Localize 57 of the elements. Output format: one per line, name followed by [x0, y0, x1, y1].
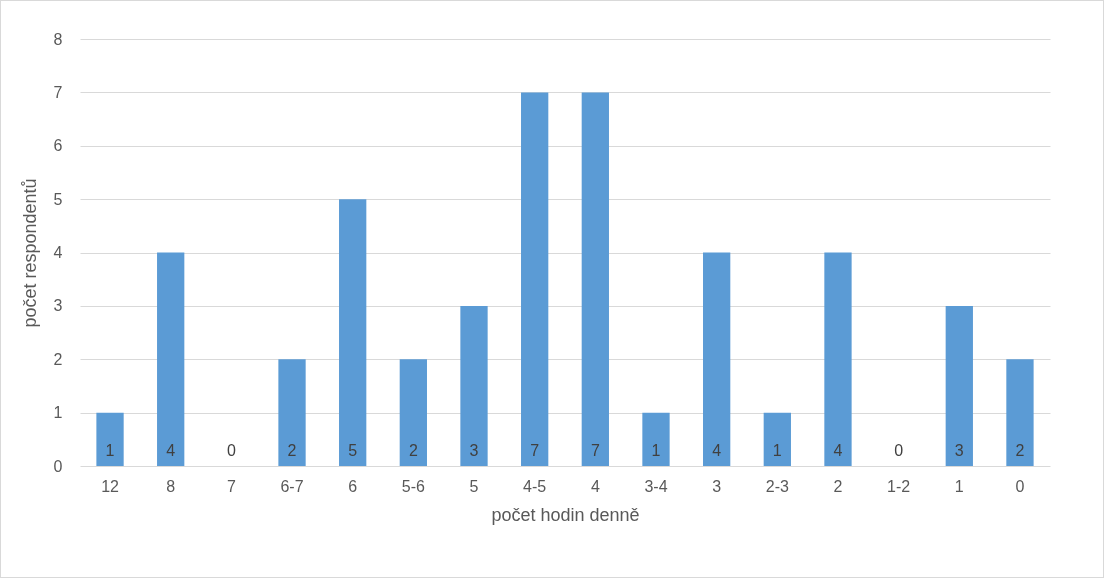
data-label: 5 [348, 442, 358, 459]
bar [703, 252, 731, 466]
bar [157, 252, 185, 466]
y-tick-label: 1 [53, 404, 63, 422]
x-tick-label: 3 [712, 477, 722, 495]
data-label: 1 [105, 442, 115, 459]
bar [824, 252, 852, 466]
data-label: 3 [954, 442, 964, 459]
x-tick-label: 2-3 [765, 477, 789, 495]
bar [339, 199, 367, 466]
data-label: 2 [408, 442, 418, 459]
x-tick-label: 3-4 [644, 477, 668, 495]
x-tick-label: 1 [954, 477, 964, 495]
x-tick-label: 7 [226, 477, 236, 495]
bar [278, 359, 306, 466]
bar [1006, 359, 1034, 466]
data-label: 2 [287, 442, 297, 459]
x-tick-label: 4 [590, 477, 600, 495]
x-tick-label: 8 [166, 477, 176, 495]
bar [642, 412, 670, 466]
data-label: 7 [590, 442, 600, 459]
x-tick-label: 5-6 [401, 477, 426, 495]
bar [96, 412, 124, 466]
data-label: 4 [833, 442, 843, 459]
y-tick-label: 7 [53, 83, 63, 101]
x-tick-label: 4-5 [523, 477, 547, 495]
y-axis-title: počet respondentů [19, 178, 40, 328]
y-tick-label: 5 [53, 190, 63, 208]
data-label: 4 [166, 442, 176, 459]
data-label: 2 [1015, 442, 1025, 459]
y-tick-label: 6 [53, 137, 63, 155]
x-tick-label: 1-2 [887, 477, 911, 495]
bar [581, 92, 609, 466]
bar [460, 305, 488, 466]
bar [763, 412, 791, 466]
data-label: 0 [894, 442, 904, 459]
x-tick-label: 0 [1015, 477, 1025, 495]
x-tick-label: 5 [469, 477, 479, 495]
data-label: 4 [712, 442, 722, 459]
x-tick-label: 2 [833, 477, 843, 495]
y-tick-label: 4 [53, 244, 63, 261]
bar [399, 359, 427, 466]
data-label: 7 [530, 442, 540, 459]
x-tick-label: 12 [101, 477, 120, 495]
x-axis-title: počet hodin denně [491, 504, 640, 525]
bar [945, 305, 973, 466]
y-tick-label: 2 [53, 350, 63, 368]
data-label: 3 [469, 442, 479, 459]
data-label: 0 [226, 442, 236, 459]
x-tick-label: 6 [348, 477, 358, 495]
y-tick-label: 3 [53, 297, 63, 315]
x-tick-label: 6-7 [280, 477, 304, 495]
y-tick-label: 0 [53, 457, 63, 475]
data-label: 1 [651, 442, 661, 459]
y-tick-label: 8 [53, 30, 63, 48]
data-label: 1 [772, 442, 782, 459]
bar [521, 92, 549, 466]
